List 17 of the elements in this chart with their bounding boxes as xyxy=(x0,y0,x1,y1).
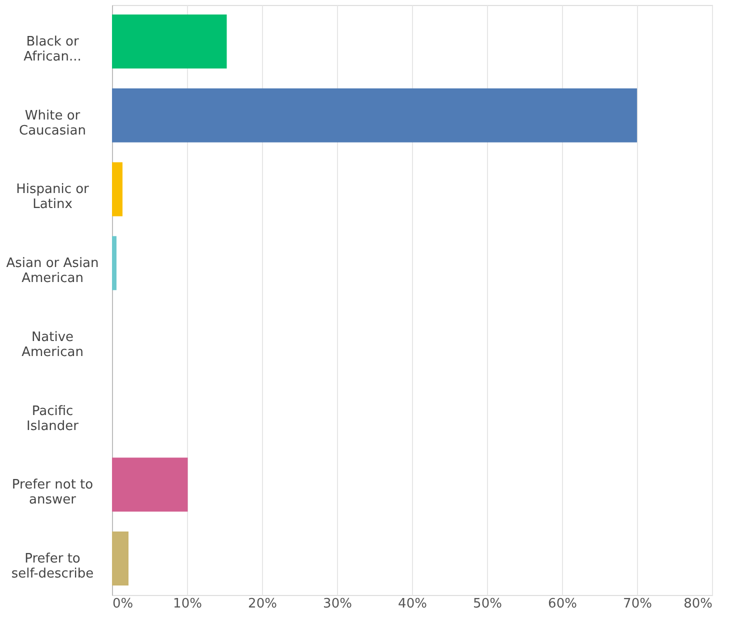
y-tick-label: Black or African... xyxy=(24,34,82,65)
x-tick-label: 50% xyxy=(473,596,502,612)
x-tick-label: 10% xyxy=(173,596,202,612)
x-tick-label: 70% xyxy=(623,596,652,612)
x-tick-label: 30% xyxy=(323,596,352,612)
x-tick-label: 80% xyxy=(684,596,712,612)
x-tick-label: 40% xyxy=(398,596,427,612)
y-tick-label: Prefer not to answer xyxy=(12,478,94,508)
y-tick-label: Hispanic or Latinx xyxy=(16,182,90,212)
x-tick-label: 0% xyxy=(112,596,134,612)
y-tick-label: Pacific Islander xyxy=(26,404,80,434)
y-tick-label: Prefer to self-describe xyxy=(11,551,94,582)
y-tick-label: Asian or Asian American xyxy=(6,256,99,286)
y-tick-label: White or Caucasian xyxy=(19,108,86,138)
y-tick-label: Native American xyxy=(22,330,84,360)
x-tick-label: 20% xyxy=(248,596,277,612)
x-tick-label: 60% xyxy=(548,596,577,612)
